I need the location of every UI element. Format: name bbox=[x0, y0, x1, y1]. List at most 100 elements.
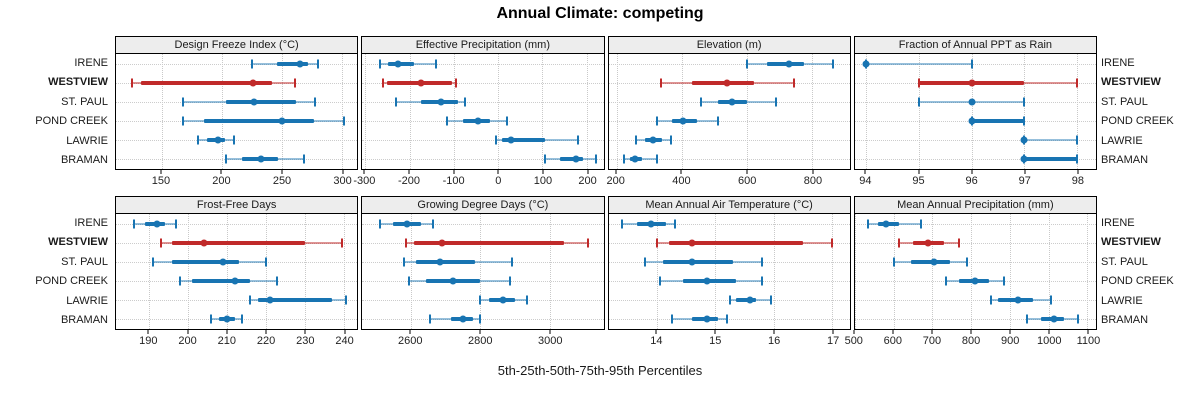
vertical-gridline bbox=[656, 214, 658, 329]
horizontal-gridline bbox=[608, 121, 850, 123]
median-dot bbox=[499, 296, 507, 304]
percentile-25-75-line bbox=[203, 119, 315, 124]
whisker-cap bbox=[1049, 295, 1052, 305]
site-label-lawrie: LAWRIE bbox=[66, 294, 108, 307]
panel-body-fraction-of-annual-ppt-as-rain bbox=[853, 54, 1097, 170]
axis-tick-label: 16 bbox=[768, 335, 781, 347]
percentile-25-75-line bbox=[971, 119, 1025, 124]
whisker-cap bbox=[408, 276, 411, 286]
whisker-cap bbox=[402, 257, 405, 267]
whisker-cap bbox=[775, 97, 778, 107]
axis-tick-label: 200 bbox=[606, 175, 625, 187]
whisker-cap bbox=[726, 314, 729, 324]
whisker-cap bbox=[644, 257, 647, 267]
horizontal-gridline bbox=[854, 140, 1096, 142]
axis-tick bbox=[281, 170, 283, 174]
axis-tick bbox=[970, 330, 972, 334]
whisker-cap bbox=[746, 59, 749, 69]
whisker-cap bbox=[151, 257, 154, 267]
whisker-cap bbox=[831, 238, 834, 248]
whisker-cap bbox=[892, 257, 895, 267]
whisker-cap bbox=[620, 219, 623, 229]
whisker-cap bbox=[182, 116, 185, 126]
horizontal-gridline bbox=[116, 140, 358, 142]
site-label-braman: BRAMAN bbox=[60, 154, 108, 167]
axis-tick-label: 200 bbox=[178, 335, 197, 347]
whisker-cap bbox=[225, 154, 228, 164]
axis-tick bbox=[971, 170, 973, 174]
axis-tick-label: 800 bbox=[961, 335, 981, 347]
vertical-gridline bbox=[480, 214, 482, 329]
whisker-cap bbox=[508, 276, 511, 286]
panel-mean-annual-precipitation-mm: Mean Annual Precipitation (mm) bbox=[853, 196, 1097, 330]
axis-tick bbox=[680, 170, 682, 174]
axis-tick-label: 800 bbox=[803, 175, 823, 187]
axis-tick-label: 14 bbox=[650, 335, 663, 347]
axis-tick bbox=[714, 330, 716, 334]
percentile-25-75-line bbox=[662, 259, 733, 264]
panel-design-freeze-index-c: Design Freeze Index (°C) bbox=[115, 36, 359, 170]
horizontal-gridline bbox=[854, 223, 1096, 225]
panel-growing-degree-days-c: Growing Degree Days (°C) bbox=[361, 196, 605, 330]
percentile-25-75-line bbox=[276, 61, 309, 66]
whisker-cap bbox=[1003, 276, 1006, 286]
whisker-cap bbox=[919, 219, 922, 229]
axis-tick bbox=[931, 330, 933, 334]
site-label-pond-creek: POND CREEK bbox=[35, 115, 108, 128]
percentile-25-75-line bbox=[191, 279, 251, 284]
whisker-cap bbox=[196, 135, 199, 145]
vertical-gridline bbox=[866, 54, 868, 169]
percentile-25-75-line bbox=[1024, 157, 1078, 162]
whisker-cap bbox=[446, 116, 449, 126]
axis-tick-label: 98 bbox=[1071, 175, 1084, 187]
whisker-cap bbox=[314, 97, 317, 107]
whisker-cap bbox=[175, 219, 178, 229]
whisker-cap bbox=[966, 257, 969, 267]
vertical-gridline bbox=[281, 54, 283, 169]
axis-tick bbox=[832, 330, 834, 334]
panel-row-bottom: Frost-Free Days Growing Degree Days (°C) M… bbox=[115, 196, 1097, 330]
vertical-gridline bbox=[453, 54, 455, 169]
whisker-cap bbox=[670, 314, 673, 324]
horizontal-gridline bbox=[362, 319, 604, 321]
vertical-gridline bbox=[1077, 54, 1079, 169]
horizontal-gridline bbox=[854, 261, 1096, 263]
axis-tick bbox=[812, 170, 814, 174]
whisker-cap bbox=[595, 154, 598, 164]
whisker-cap bbox=[700, 97, 703, 107]
axis-tick bbox=[1087, 330, 1089, 334]
whisker-cap bbox=[670, 135, 673, 145]
panel-strip-fraction-of-annual-ppt-as-rain: Fraction of Annual PPT as Rain bbox=[853, 36, 1097, 54]
site-label-st-paul: ST. PAUL bbox=[61, 255, 108, 268]
median-dot bbox=[214, 136, 222, 144]
site-label-irene: IRENE bbox=[74, 216, 108, 229]
whisker-cap bbox=[761, 257, 764, 267]
percentile-25-75-line bbox=[910, 259, 950, 264]
vertical-gridline bbox=[586, 54, 588, 169]
whisker-cap bbox=[382, 78, 385, 88]
median-dot bbox=[1050, 315, 1058, 323]
vertical-gridline bbox=[854, 214, 856, 329]
vertical-gridline bbox=[365, 54, 367, 169]
axis-tick-label: 97 bbox=[1018, 175, 1031, 187]
vertical-gridline bbox=[715, 214, 717, 329]
axis-tick-label: 94 bbox=[859, 175, 872, 187]
vertical-gridline bbox=[812, 54, 814, 169]
whisker-cap bbox=[526, 295, 529, 305]
whisker-cap bbox=[944, 276, 947, 286]
percentile-5-95-line bbox=[866, 62, 972, 65]
horizontal-gridline bbox=[362, 63, 604, 65]
whisker-cap bbox=[293, 78, 296, 88]
median-dot bbox=[507, 136, 515, 144]
whisker-cap bbox=[867, 219, 870, 229]
site-label-st-paul: ST. PAUL bbox=[1101, 95, 1148, 108]
axis-tick bbox=[892, 330, 894, 334]
whisker-cap bbox=[249, 295, 252, 305]
whisker-cap bbox=[378, 219, 381, 229]
axis-tick bbox=[187, 330, 189, 334]
axis-tick bbox=[497, 170, 499, 174]
whisker-cap bbox=[832, 59, 835, 69]
panel-body-mean-annual-air-temperature-c bbox=[607, 214, 851, 330]
whisker-cap bbox=[132, 219, 135, 229]
axis-tick bbox=[147, 330, 149, 334]
